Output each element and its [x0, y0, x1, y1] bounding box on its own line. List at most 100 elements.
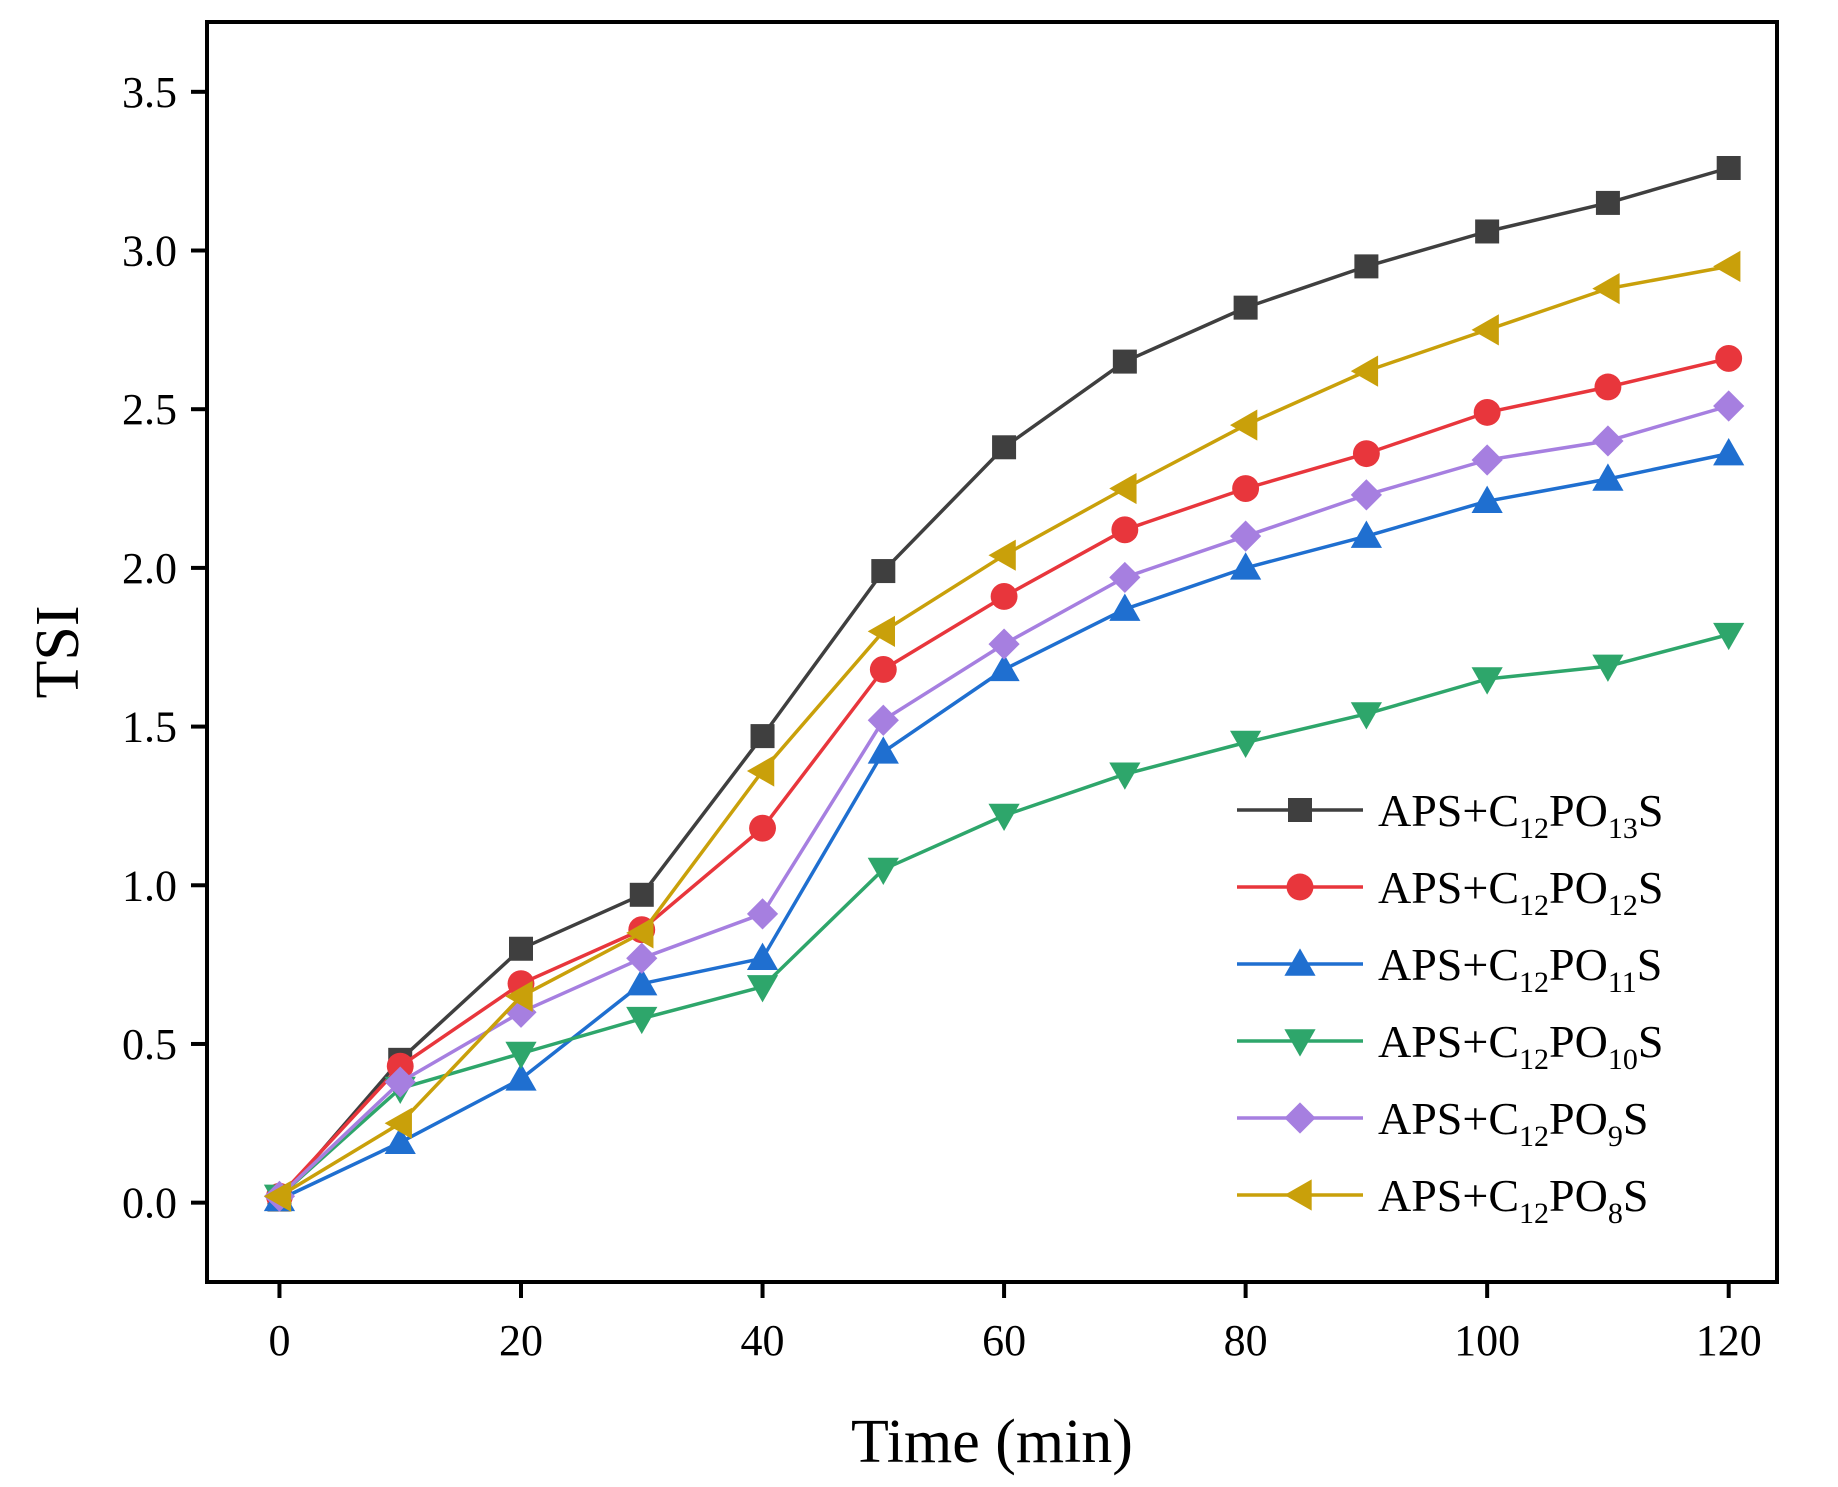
- plot-frame: [205, 20, 1779, 1284]
- data-point: [1109, 472, 1137, 505]
- data-point: [1716, 155, 1741, 180]
- y-tick-label: 0.0: [122, 1179, 177, 1228]
- data-point: [1230, 730, 1262, 759]
- data-point: [871, 559, 896, 584]
- data-point: [1471, 444, 1503, 476]
- data-point: [1713, 390, 1745, 422]
- legend-marker: [1284, 1029, 1316, 1057]
- series-APS+C12PO8S: [263, 250, 1741, 1212]
- data-point: [746, 942, 779, 970]
- data-point: [869, 656, 897, 683]
- data-point: [386, 1052, 414, 1080]
- y-tick-label: 2.0: [122, 544, 177, 593]
- y-tick-label: 3.0: [122, 227, 177, 276]
- legend-label: APS+C12PO13S: [1378, 785, 1663, 845]
- x-tick-label: 100: [1454, 1316, 1520, 1365]
- data-point: [1111, 516, 1139, 544]
- data-point: [1350, 702, 1382, 730]
- data-point: [992, 435, 1017, 460]
- y-tick-label: 1.0: [122, 861, 177, 910]
- y-tick-label: 3.5: [122, 68, 177, 117]
- data-point: [988, 539, 1016, 571]
- data-point: [626, 1006, 658, 1035]
- data-point: [746, 898, 779, 930]
- data-point: [988, 653, 1020, 682]
- data-point: [509, 936, 533, 961]
- x-tick-label: 40: [741, 1316, 785, 1365]
- x-axis-title: Time (min): [851, 1408, 1133, 1476]
- data-point: [626, 968, 658, 996]
- data-point: [626, 942, 658, 974]
- data-point: [1592, 463, 1624, 491]
- series-APS+C12PO10S: [263, 622, 1745, 1212]
- data-point: [750, 724, 775, 749]
- data-point: [626, 917, 654, 949]
- legend-item: APS+C12PO8S: [1237, 1170, 1648, 1230]
- tick-layer: 0 20 40 60 80 100 120 0.0 0.5 1.0 1.5 2.0 2.5 3.0 3.5: [122, 68, 1762, 1365]
- data-point: [867, 736, 899, 764]
- data-point: [1713, 622, 1745, 651]
- series-APS+C12PO13S: [267, 155, 1741, 1212]
- data-point: [384, 1126, 416, 1155]
- data-point: [629, 882, 654, 907]
- legend-item: APS+C12PO9S: [1237, 1093, 1648, 1153]
- legend: APS+C12PO13S APS+C12PO12S APS+C12PO11S APS+…: [1237, 785, 1663, 1230]
- data-point: [1471, 485, 1503, 513]
- data-point: [988, 803, 1020, 832]
- data-point: [1109, 593, 1141, 621]
- y-tick-label: 2.5: [122, 385, 177, 434]
- data-point: [505, 1063, 537, 1091]
- legend-item: APS+C12PO11S: [1237, 939, 1662, 999]
- data-point: [1595, 190, 1620, 215]
- x-tick-label: 80: [1224, 1316, 1268, 1365]
- data-point: [988, 628, 1020, 660]
- legend-marker: [1286, 873, 1314, 901]
- data-point: [1230, 552, 1262, 580]
- legend-label: APS+C12PO12S: [1378, 862, 1663, 922]
- series-layer: [263, 155, 1745, 1212]
- y-axis-title: TSI: [24, 606, 92, 699]
- legend-item: APS+C12PO10S: [1237, 1016, 1663, 1076]
- data-point: [1109, 762, 1141, 790]
- x-tick-label: 20: [499, 1316, 543, 1365]
- data-point: [1592, 425, 1624, 457]
- y-tick-label: 1.5: [122, 703, 177, 752]
- data-point: [1713, 250, 1741, 282]
- data-point: [1232, 475, 1260, 502]
- data-point: [990, 583, 1018, 610]
- data-point: [1350, 520, 1382, 548]
- data-point: [1473, 398, 1501, 426]
- x-tick-label: 0: [268, 1316, 290, 1365]
- data-point: [867, 857, 899, 886]
- legend-marker: [1288, 798, 1312, 822]
- legend-label: APS+C12PO10S: [1378, 1016, 1663, 1076]
- data-point: [1352, 440, 1380, 468]
- data-point: [1475, 219, 1500, 244]
- data-point: [1350, 479, 1382, 511]
- data-point: [1471, 314, 1499, 346]
- data-point: [505, 980, 533, 1012]
- data-point: [867, 704, 899, 736]
- data-point: [384, 1066, 416, 1098]
- x-tick-label: 120: [1696, 1316, 1762, 1365]
- legend-item: APS+C12PO12S: [1237, 862, 1663, 922]
- data-point: [1715, 344, 1743, 372]
- data-point: [746, 975, 779, 1003]
- data-point: [1592, 654, 1624, 682]
- data-point: [1592, 272, 1620, 305]
- data-point: [1713, 438, 1745, 466]
- legend-label: APS+C12PO8S: [1378, 1170, 1648, 1230]
- data-point: [1471, 667, 1503, 695]
- legend-marker: [1284, 1102, 1316, 1134]
- data-point: [1594, 373, 1622, 401]
- legend-label: APS+C12PO9S: [1378, 1093, 1648, 1153]
- data-point: [384, 1107, 412, 1139]
- series-APS+C12PO11S: [263, 438, 1745, 1212]
- data-point: [1112, 349, 1137, 374]
- data-point: [867, 615, 896, 647]
- legend-marker: [1284, 948, 1316, 976]
- data-point: [1230, 409, 1258, 441]
- data-point: [1109, 561, 1141, 594]
- data-point: [749, 814, 776, 842]
